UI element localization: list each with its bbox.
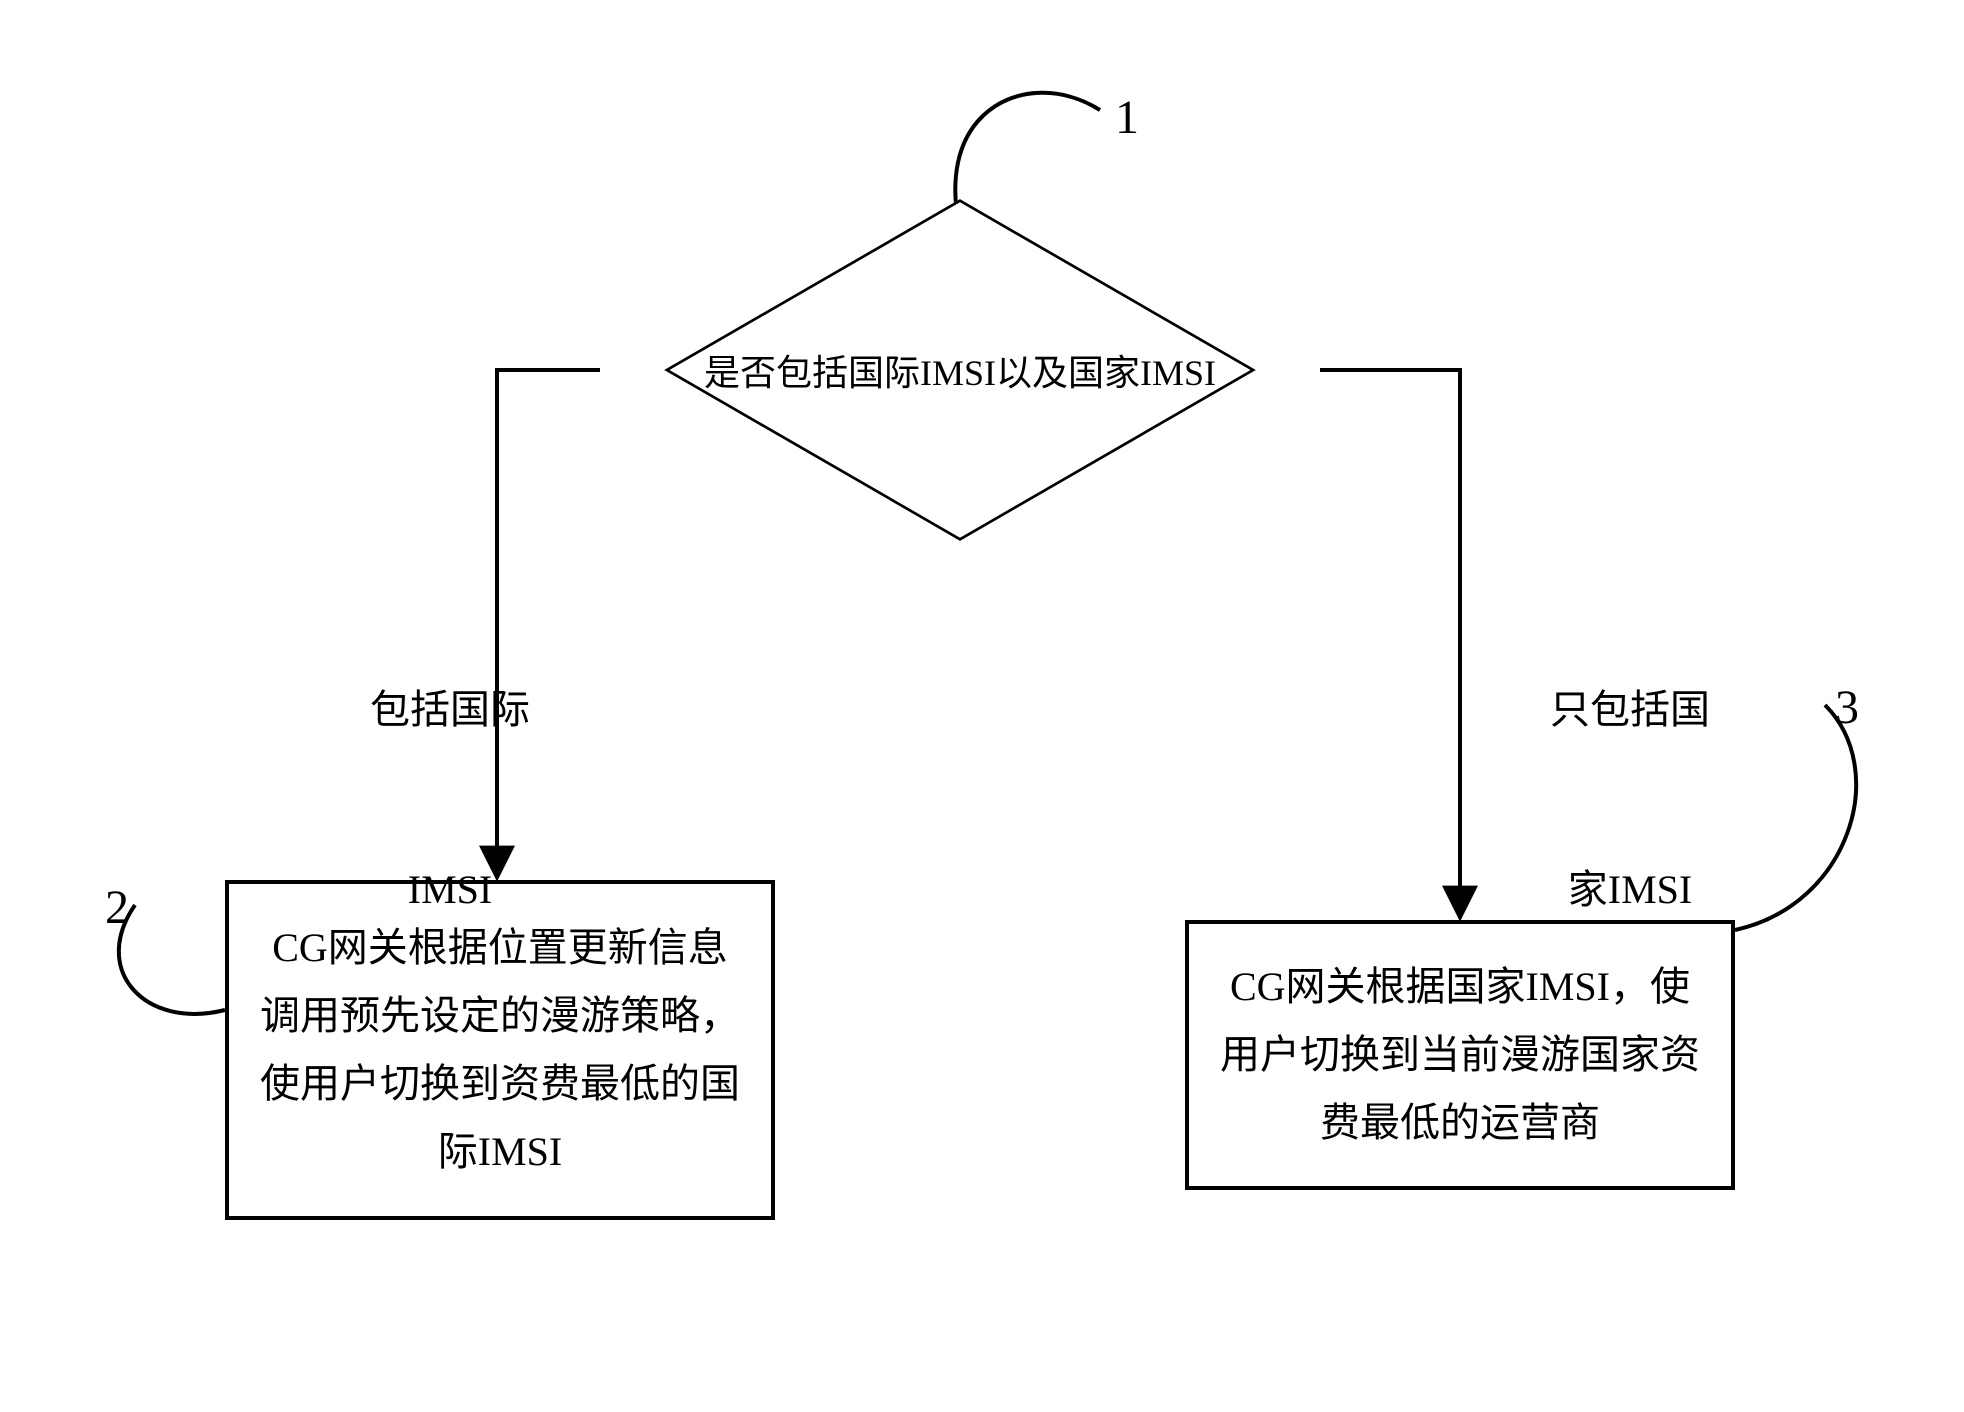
- node-number-1: 1: [1115, 90, 1139, 145]
- edge-right-label-line1: 只包括国: [1550, 680, 1710, 740]
- node-number-3: 3: [1835, 680, 1859, 735]
- decision-text: 是否包括国际IMSI以及国家IMSI: [704, 344, 1216, 396]
- flowchart-root: 是否包括国际IMSI以及国家IMSI CG网关根据位置更新信息调用预先设定的漫游…: [0, 0, 1964, 1412]
- leader-3: [1735, 705, 1856, 930]
- leader-2: [119, 905, 225, 1014]
- edge-right-label: 只包括国 家IMSI: [1550, 560, 1710, 1040]
- edge-right: [1320, 370, 1460, 918]
- edge-left-label-line1: 包括国际: [370, 680, 530, 740]
- edge-right-label-line2: 家IMSI: [1550, 860, 1710, 920]
- edge-left-label-line2: IMSI: [370, 860, 530, 920]
- edge-left-label: 包括国际 IMSI: [370, 560, 530, 1040]
- node-number-2: 2: [105, 880, 129, 935]
